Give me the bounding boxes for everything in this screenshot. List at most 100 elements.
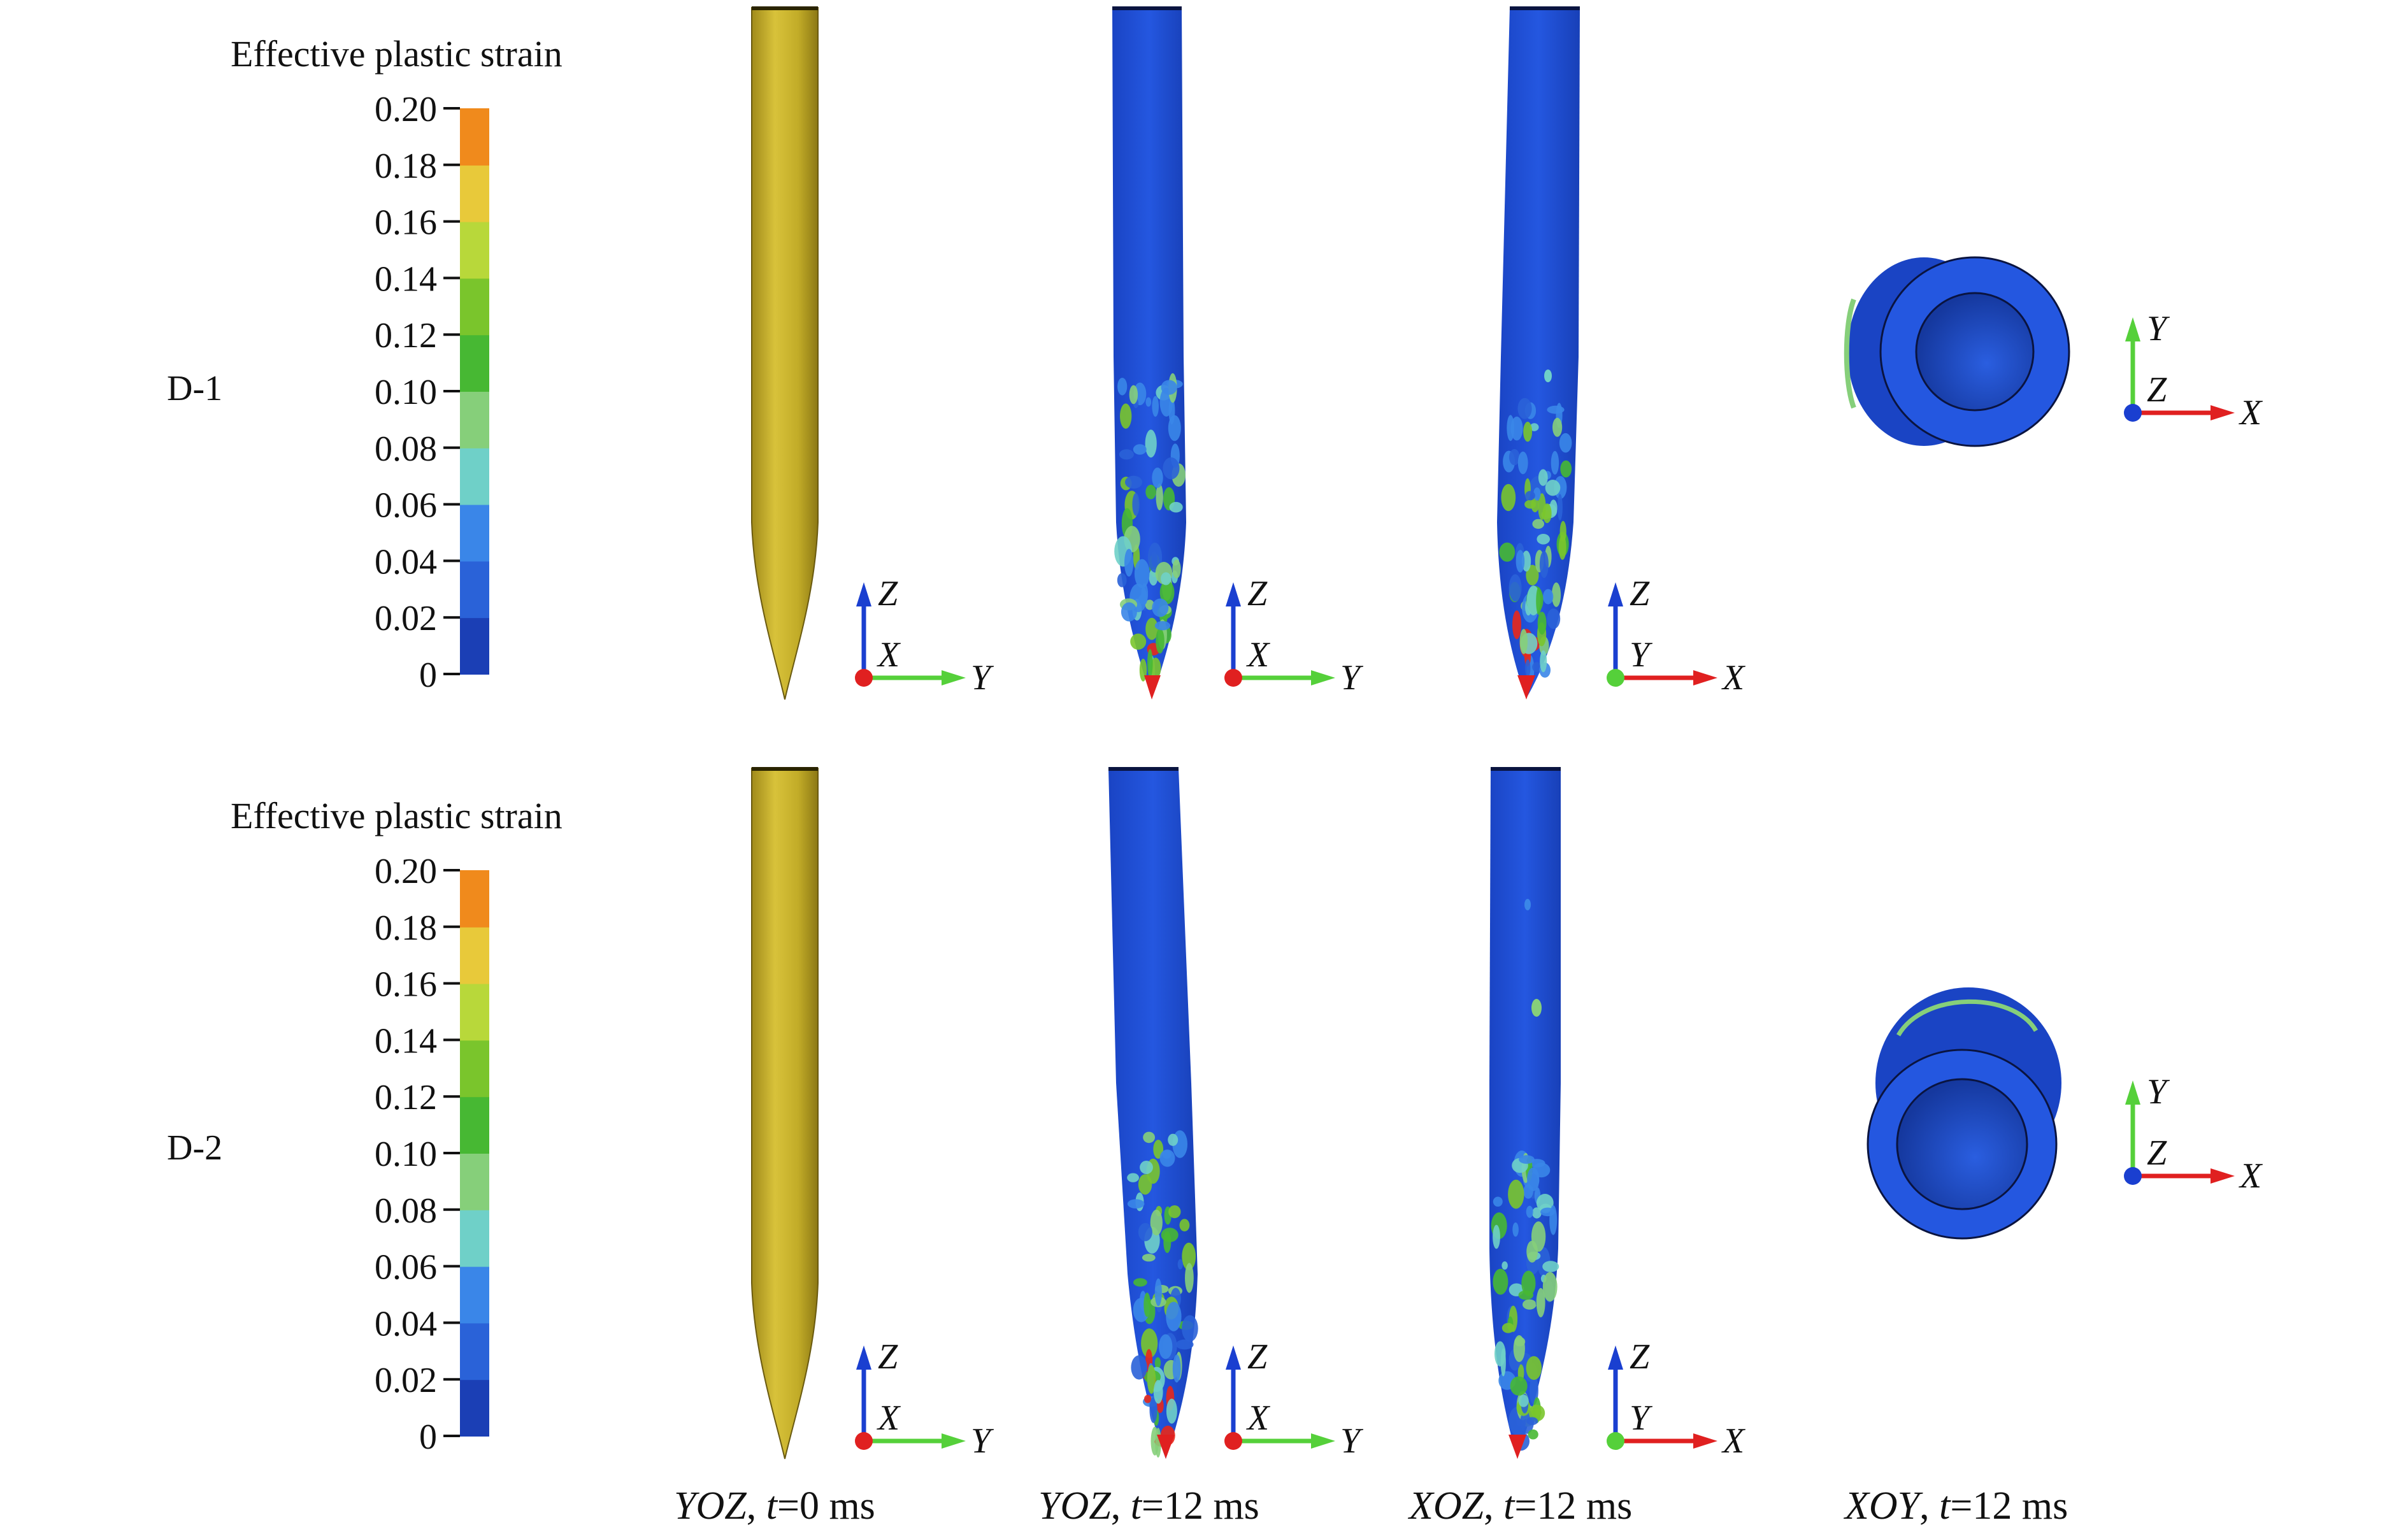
strain-patch — [1547, 405, 1565, 414]
strain-patch — [1154, 1357, 1161, 1369]
strain-patch — [1132, 492, 1140, 516]
strain-patch — [1121, 602, 1137, 622]
legend-color-bin — [460, 391, 489, 448]
strain-patch — [1154, 621, 1171, 631]
strain-patch — [1518, 1394, 1529, 1407]
row-label: D-2 — [167, 1128, 222, 1168]
axis-triad-xoy-d1: YZ X — [2124, 309, 2263, 433]
strain-patch — [1532, 519, 1544, 529]
strain-patch — [1559, 433, 1572, 453]
legend-color-bin — [460, 1153, 489, 1210]
legend-d1: Effective plastic strain 0.20 0.18 0.16 0.1… — [231, 33, 563, 695]
axis-triad-yoz-d1: ZX Y — [855, 574, 994, 698]
strain-patch — [1159, 1334, 1173, 1359]
strain-patch — [1177, 1259, 1184, 1270]
strain-patch — [1120, 403, 1132, 429]
axis-out-label: Z — [2147, 370, 2167, 410]
strain-patch — [1527, 1167, 1540, 1191]
strain-patch — [1150, 657, 1161, 679]
strain-patch — [1501, 1323, 1515, 1333]
strain-patch — [1127, 1199, 1145, 1208]
strain-patch — [1152, 598, 1169, 617]
strain-patch — [1161, 1228, 1179, 1242]
strain-patch — [1516, 550, 1525, 573]
strain-patch — [1168, 415, 1181, 441]
legend-tick-label: 0.02 — [375, 1361, 437, 1400]
axis-right-label: Y — [1340, 1421, 1364, 1461]
legend-tick-label: 0 — [419, 1417, 437, 1457]
axis-right-label: Y — [971, 1421, 994, 1461]
strain-patch — [1149, 1396, 1157, 1423]
strain-patch — [1512, 1222, 1519, 1237]
strain-patch — [1525, 659, 1531, 677]
strain-patch — [1133, 444, 1147, 455]
strain-patch — [1537, 534, 1550, 545]
strain-patch — [1143, 1293, 1151, 1317]
strain-patch — [1172, 559, 1181, 578]
legend-color-bin — [460, 617, 489, 675]
strain-patch — [1523, 1299, 1537, 1310]
strain-patch — [1542, 1272, 1558, 1302]
strain-patch — [1182, 1242, 1196, 1271]
strain-patch — [1510, 416, 1523, 441]
axis-right-label: X — [1721, 658, 1746, 698]
legend-color-bin — [460, 1323, 489, 1380]
strain-patch — [1536, 1287, 1545, 1317]
axis-triad-xoz-d2: ZY X — [1607, 1337, 1746, 1461]
strain-patch — [1552, 417, 1563, 437]
strain-patch — [1145, 397, 1152, 407]
legend-color-bin — [460, 870, 489, 928]
axis-up-label: Z — [878, 1337, 898, 1377]
axis-origin — [1224, 1432, 1242, 1450]
caption-col2: YOZ, t=12 ms — [1038, 1484, 1259, 1527]
strain-patch — [1543, 589, 1554, 605]
strain-patch — [1538, 469, 1548, 486]
caption-col3: XOZ, t=12 ms — [1407, 1484, 1632, 1527]
strain-patch — [1517, 398, 1532, 419]
strain-patch — [1119, 449, 1134, 460]
axis-triad-yoz2-d1: ZX Y — [1224, 574, 1364, 698]
strain-patch — [1143, 1131, 1155, 1143]
strain-patch — [1168, 1205, 1181, 1219]
strain-patch — [1519, 1155, 1535, 1164]
axis-up-arrowhead — [2125, 317, 2140, 341]
strain-patch — [1147, 1365, 1156, 1394]
strain-patch — [1159, 580, 1175, 605]
strain-patch — [1150, 1209, 1163, 1236]
axis-origin — [1607, 1432, 1624, 1450]
axis-up-arrowhead — [2125, 1080, 2140, 1105]
strain-patch — [1117, 573, 1127, 587]
axis-out-label: Y — [1630, 1398, 1653, 1438]
strain-patch — [1153, 1380, 1163, 1404]
strain-patch — [1154, 1278, 1162, 1307]
strain-patch — [1145, 617, 1158, 640]
legend-color-bin — [460, 1266, 489, 1324]
strain-patch — [1526, 1417, 1538, 1426]
legend-tick-label: 0 — [419, 656, 437, 695]
axis-up-label: Y — [2147, 1072, 2170, 1112]
strain-patch — [1493, 1196, 1503, 1207]
axis-up-arrowhead — [1608, 1345, 1623, 1370]
legend-color-bin — [460, 504, 489, 562]
axis-origin — [1224, 669, 1242, 687]
strain-patch — [1510, 1376, 1528, 1396]
strain-patch — [1145, 484, 1156, 499]
axis-out-label: X — [1246, 635, 1271, 675]
legend-tick-label: 0.10 — [375, 373, 437, 412]
caption-col1: YOZ, t=0 ms — [674, 1484, 875, 1527]
axis-right-arrowhead — [942, 670, 966, 685]
legend-tick-label: 0.14 — [375, 1021, 437, 1061]
strain-patch — [1530, 423, 1539, 431]
legend-color-bin — [460, 164, 489, 222]
deformed-projectile-yoz-d2 — [1108, 767, 1198, 1459]
strain-patch — [1532, 662, 1542, 672]
strain-patch — [1140, 1161, 1153, 1174]
legend-tick-label: 0.04 — [375, 1304, 437, 1344]
strain-patch — [1526, 1240, 1538, 1263]
axis-right-arrowhead — [1311, 670, 1335, 685]
axis-out-label: X — [877, 1398, 901, 1438]
axis-right-arrowhead — [2211, 1168, 2235, 1184]
strain-patch — [1536, 1194, 1554, 1212]
strain-patch — [1519, 629, 1528, 654]
strain-patch — [1145, 599, 1154, 610]
